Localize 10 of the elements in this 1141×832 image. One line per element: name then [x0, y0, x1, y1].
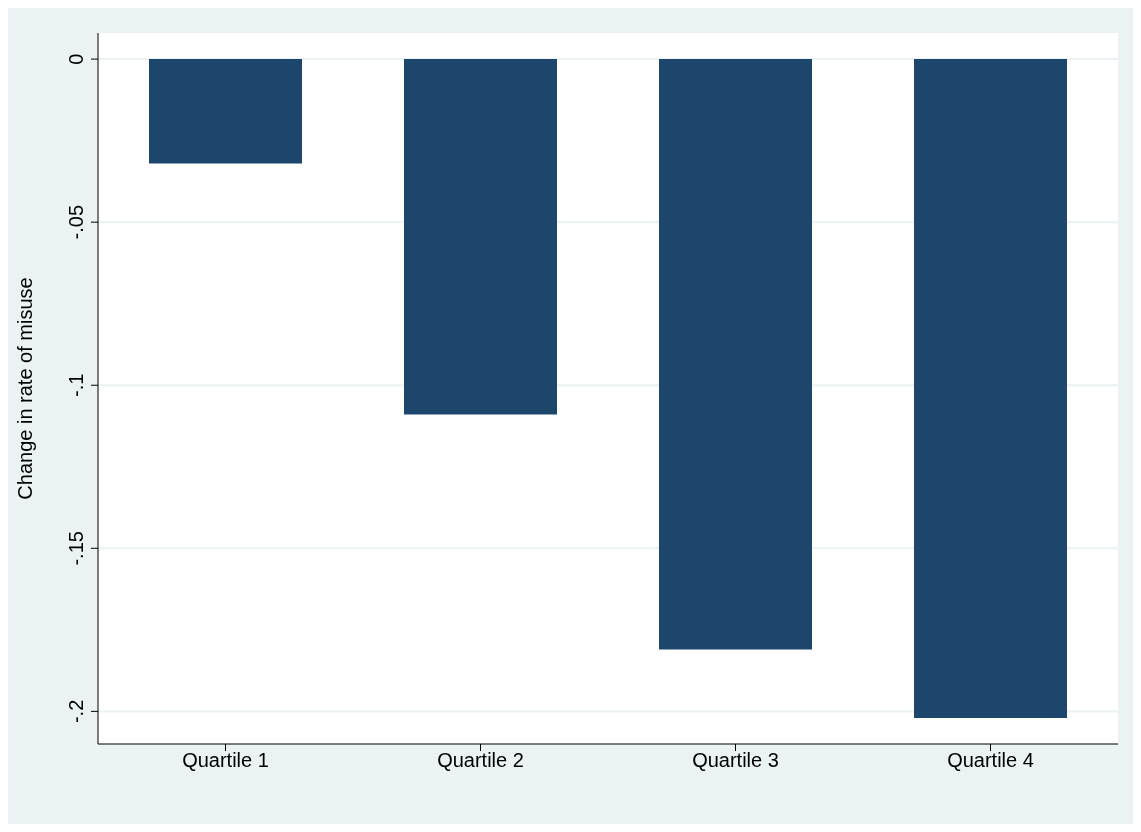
y-axis-title: Change in rate of misuse [14, 277, 37, 500]
y-tick-label: -.2 [65, 699, 87, 724]
y-tick-label: -.1 [65, 373, 87, 397]
x-tick-label: Quartile 1 [182, 749, 269, 772]
x-tick-label: Quartile 3 [692, 749, 779, 772]
x-tick-label: Quartile 2 [437, 749, 524, 772]
y-tick-label: 0 [65, 53, 87, 65]
y-tick-label: -.05 [65, 204, 87, 240]
x-tick-label: Quartile 4 [947, 749, 1034, 772]
y-tick-label: -.15 [65, 531, 87, 566]
